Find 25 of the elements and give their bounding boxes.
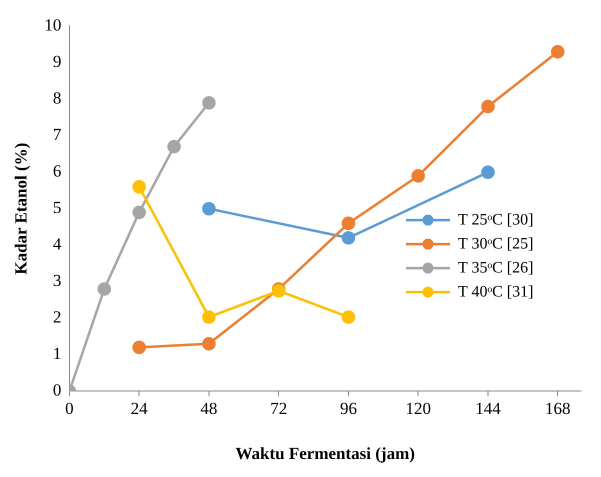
y-tick-label: 0 xyxy=(52,380,62,400)
x-tick-label: 96 xyxy=(340,398,357,418)
x-axis-title: Waktu Fermentasi (jam) xyxy=(235,444,415,464)
x-tick-label: 72 xyxy=(270,398,288,418)
legend-label: T 35ᵒC [26] xyxy=(458,259,534,276)
y-tick-label: 4 xyxy=(52,234,62,254)
legend-label: T 25ᵒC [30] xyxy=(458,211,534,228)
x-tick-label: 0 xyxy=(65,398,74,418)
x-tick-label: 144 xyxy=(475,398,502,418)
x-tick-label: 24 xyxy=(130,398,148,418)
x-tick-label: 120 xyxy=(405,398,431,418)
y-tick-label: 2 xyxy=(52,308,62,327)
y-tick-label: 5 xyxy=(52,198,62,218)
legend-label: T 30ᵒC [25] xyxy=(458,235,534,252)
y-axis-title: Kadar Etanol (%) xyxy=(12,142,31,275)
y-tick-label: 6 xyxy=(52,162,62,181)
legend-label: T 40ᵒC [31] xyxy=(458,283,534,300)
y-tick-label: 9 xyxy=(52,52,62,72)
y-tick-label: 3 xyxy=(52,271,62,290)
y-tick-label: 7 xyxy=(52,125,62,144)
y-tick-label: 8 xyxy=(52,88,62,108)
x-tick-label: 168 xyxy=(544,398,570,418)
x-tick-label: 48 xyxy=(200,398,218,418)
y-tick-label: 1 xyxy=(52,344,62,364)
y-tick-label: 10 xyxy=(44,16,62,35)
